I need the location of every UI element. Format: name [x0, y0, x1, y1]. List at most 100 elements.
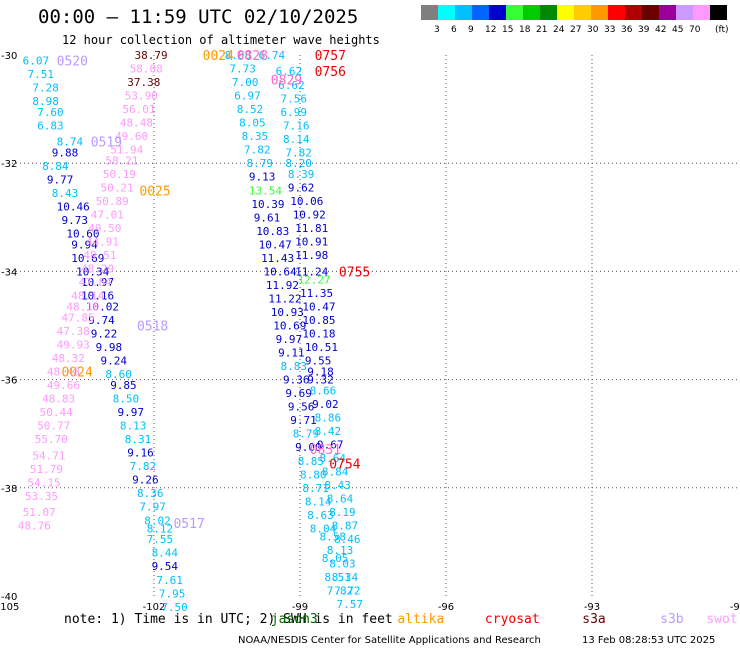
swh-value: 8.19	[329, 506, 356, 519]
mission-cryosat: cryosat	[484, 612, 540, 627]
swh-value: 9.61	[254, 211, 281, 224]
swh-value: 10.16	[81, 290, 114, 303]
swh-value: 8.79	[293, 428, 320, 441]
swh-value: 9.26	[132, 474, 159, 487]
swh-value: 11.35	[300, 287, 333, 300]
swh-value: 58.21	[105, 154, 138, 167]
swh-value: 7.95	[159, 587, 186, 600]
swh-value: 10.85	[302, 314, 335, 327]
swh-value: 10.93	[271, 306, 304, 319]
swh-value: 8.05	[322, 552, 349, 565]
swh-value: 9.55	[305, 355, 332, 368]
mission-jason3: jason3	[270, 612, 318, 627]
swh-value: 8.63	[307, 509, 334, 522]
swh-value: 44.91	[86, 236, 119, 249]
legend-swatch	[506, 5, 523, 20]
swh-value: 8.20	[285, 157, 312, 170]
legend-swatch	[489, 5, 506, 20]
pass-number: 0517	[173, 517, 204, 532]
swh-value: 51.79	[30, 463, 63, 476]
swh-value: 8.84	[322, 466, 349, 479]
swh-value: 7.82	[130, 460, 157, 473]
swh-value: 9.22	[91, 328, 118, 341]
swh-value: 7.73	[229, 63, 256, 76]
swh-value: 9.11	[278, 347, 305, 360]
swh-value: 55.70	[35, 433, 68, 446]
swh-value: 8.64	[319, 452, 346, 465]
legend-swatch	[574, 5, 591, 20]
swh-value: 9.36	[283, 374, 310, 387]
swh-value: 9.69	[285, 387, 312, 400]
legend-swatch	[693, 5, 710, 20]
swh-value: 11.81	[295, 222, 328, 235]
legend-swatch	[421, 5, 438, 20]
mission-s3a: s3a	[582, 612, 606, 627]
legend-label: 27	[570, 25, 582, 35]
swh-value: 8.39	[288, 168, 315, 181]
legend-label: 45	[672, 25, 684, 35]
swh-value: 9.74	[88, 314, 115, 327]
swh-value: 6.83	[37, 119, 64, 132]
swh-value: 8.14	[283, 133, 310, 146]
swh-value: 12.27	[298, 274, 331, 287]
legend-swatch	[438, 5, 455, 20]
swh-value: 48.10	[66, 301, 99, 314]
swh-value: 10.91	[295, 236, 328, 249]
axis-ticks: -105 -102 -99 -96 -93 -90 -30 -32 -34 -36 -38 -40	[0, 51, 740, 613]
swh-value: 8.58	[319, 530, 346, 543]
swh-value: 8.85	[298, 455, 325, 468]
swh-value: 9.73	[62, 214, 89, 227]
swh-value: 7.51	[27, 68, 54, 81]
wave-measurements: 6.077.517.288.987.606.838.749.888.849.77…	[18, 49, 363, 614]
legend-label: 18	[519, 25, 531, 35]
swh-value: 8.80	[300, 468, 327, 481]
swh-value: 7.50	[161, 601, 188, 614]
y-tick-label: -38	[1, 484, 17, 495]
legend-label: 15	[502, 25, 514, 35]
swh-value: 8.50	[113, 393, 140, 406]
legend-unit: (ft)	[715, 25, 729, 35]
swh-value: 9.77	[47, 173, 74, 186]
swh-value: 9.56	[288, 401, 315, 414]
legend-label: 24	[553, 25, 565, 35]
pass-number: 0024	[203, 49, 234, 64]
swh-value: 8.87	[332, 520, 359, 533]
pass-number: 0520	[57, 54, 88, 69]
pass-number: 0757	[315, 49, 346, 64]
swh-value: 8.04	[310, 522, 337, 535]
swh-value: 11.98	[295, 249, 328, 262]
swh-value: 49.66	[47, 379, 80, 392]
swh-value: 48.76	[18, 520, 51, 533]
swh-value: 10.18	[302, 328, 335, 341]
swh-value: 10.69	[273, 320, 306, 333]
swh-value: 7.56	[281, 92, 308, 105]
swh-value: 8.13	[327, 544, 354, 557]
swh-value: 9.97	[118, 406, 145, 419]
swh-value: 11.24	[295, 265, 328, 278]
pass-number: 0025	[139, 184, 170, 199]
legend-label: 33	[604, 25, 616, 35]
swh-value: 47.84	[79, 276, 112, 289]
swh-value: 10.39	[251, 198, 284, 211]
legend-label: 30	[587, 25, 599, 35]
swh-value: 49.93	[57, 338, 90, 351]
legend-label: 12	[485, 25, 497, 35]
swh-value: 10.83	[256, 225, 289, 238]
pass-number: 0754	[329, 457, 360, 472]
swh-value: 7.82	[244, 144, 270, 157]
swh-value: 8.51	[324, 571, 351, 584]
swh-value: 8.74	[57, 136, 84, 149]
swh-value: 56.01	[122, 103, 155, 116]
swh-value: 7.61	[156, 574, 183, 587]
swh-value: 6.62	[276, 65, 303, 78]
swh-value: 51.07	[23, 506, 56, 519]
swh-value: 8.02	[144, 514, 171, 527]
swh-value: 9.00	[295, 441, 322, 454]
swh-value: 8.35	[242, 130, 269, 143]
legend-label: 9	[468, 25, 474, 35]
y-tick-label: -34	[1, 267, 17, 278]
swh-value: 54.71	[32, 449, 65, 462]
legend-swatch	[472, 5, 489, 20]
credit-line: NOAA/NESDIS Center for Satellite Applica…	[238, 635, 541, 646]
swh-value: 8.83	[281, 360, 308, 373]
